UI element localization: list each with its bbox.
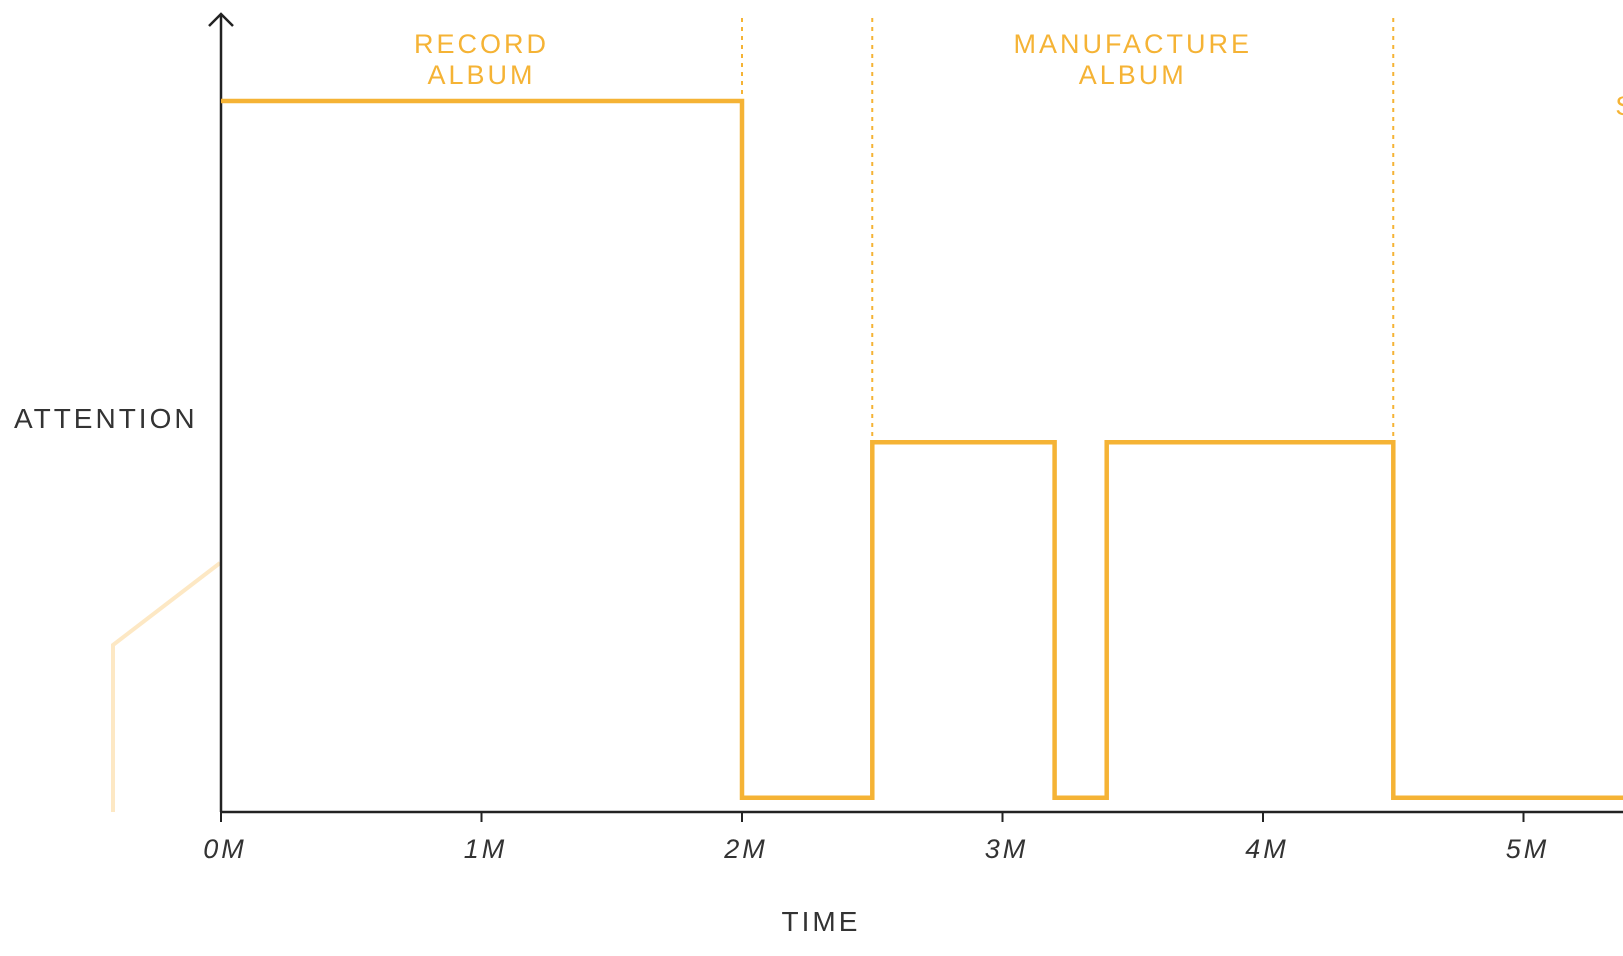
phase-label-1-line-0: MANUFACTURE (1013, 29, 1252, 59)
x-tick-label-5: 5M (1506, 834, 1550, 864)
y-axis-title: ATTENTION (14, 403, 198, 434)
x-tick-label-3: 3M (985, 834, 1029, 864)
x-tick-label-1: 1M (464, 834, 508, 864)
phase-label-2-line-2: SCHEDULING (1615, 91, 1623, 121)
phase-label-0-line-0: RECORD (414, 29, 549, 59)
phase-label-0-line-1: ALBUM (427, 60, 535, 90)
x-axis-title: TIME (782, 906, 861, 937)
attention-series-line-0 (221, 98, 1623, 801)
phase-label-1-line-1: ALBUM (1079, 60, 1187, 90)
decorative-line (111, 561, 222, 812)
x-tick-label-2: 2M (723, 834, 768, 864)
y-axis-arrowhead (208, 12, 234, 27)
x-tick-label-4: 4M (1245, 834, 1289, 864)
x-tick-label-0: 0M (203, 834, 247, 864)
